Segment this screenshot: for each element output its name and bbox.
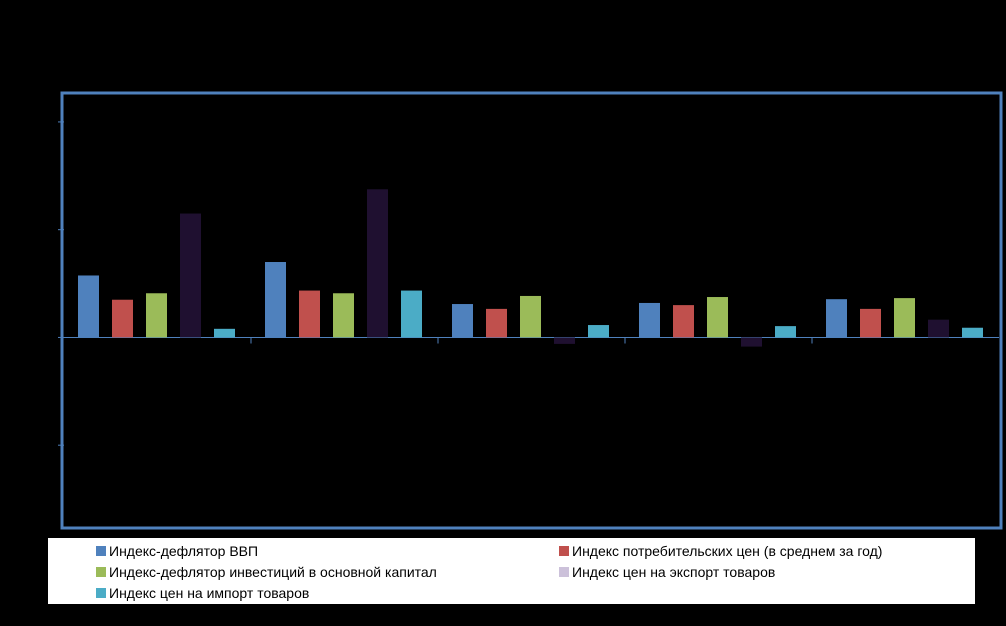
legend-swatch	[96, 588, 106, 598]
legend-swatch	[559, 546, 569, 556]
legend-swatch	[96, 546, 106, 556]
legend-item: Индекс потребительских цен (в среднем за…	[559, 541, 882, 561]
bar	[214, 328, 235, 338]
bar	[333, 293, 354, 338]
bars-layer	[78, 189, 983, 347]
bar	[299, 290, 320, 338]
legend: Индекс-дефлятор ВВП Индекс потребительски…	[48, 538, 975, 604]
bar	[520, 295, 541, 338]
legend-swatch	[559, 567, 569, 577]
bar	[401, 290, 422, 338]
bar	[146, 293, 167, 338]
bar	[486, 308, 507, 338]
bar	[860, 308, 881, 338]
legend-swatch	[96, 567, 106, 577]
bar	[78, 275, 99, 338]
bar	[265, 262, 286, 338]
bar	[673, 305, 694, 338]
bar	[707, 297, 728, 338]
bar	[554, 337, 575, 344]
plot-area-border	[60, 91, 1003, 530]
legend-item: Индекс цен на экспорт товаров	[559, 562, 775, 582]
bar	[180, 213, 201, 338]
legend-label: Индекс цен на импорт товаров	[109, 585, 310, 601]
legend-item: Индекс-дефлятор ВВП	[96, 541, 258, 561]
bar	[894, 298, 915, 338]
legend-item: Индекс-дефлятор инвестиций в основной ка…	[96, 562, 437, 582]
bar	[928, 319, 949, 338]
bar	[639, 302, 660, 338]
bar	[452, 304, 473, 338]
bar	[367, 189, 388, 338]
bar	[826, 299, 847, 338]
bar	[775, 326, 796, 338]
legend-label: Индекс цен на экспорт товаров	[572, 564, 776, 580]
bar	[588, 325, 609, 338]
bar	[741, 337, 762, 347]
legend-label: Индекс потребительских цен (в среднем за…	[572, 543, 883, 559]
legend-label: Индекс-дефлятор инвестиций в основной ка…	[109, 564, 437, 580]
bar	[962, 327, 983, 338]
legend-label: Индекс-дефлятор ВВП	[109, 543, 259, 559]
legend-item: Индекс цен на импорт товаров	[96, 583, 309, 603]
bar	[112, 299, 133, 338]
